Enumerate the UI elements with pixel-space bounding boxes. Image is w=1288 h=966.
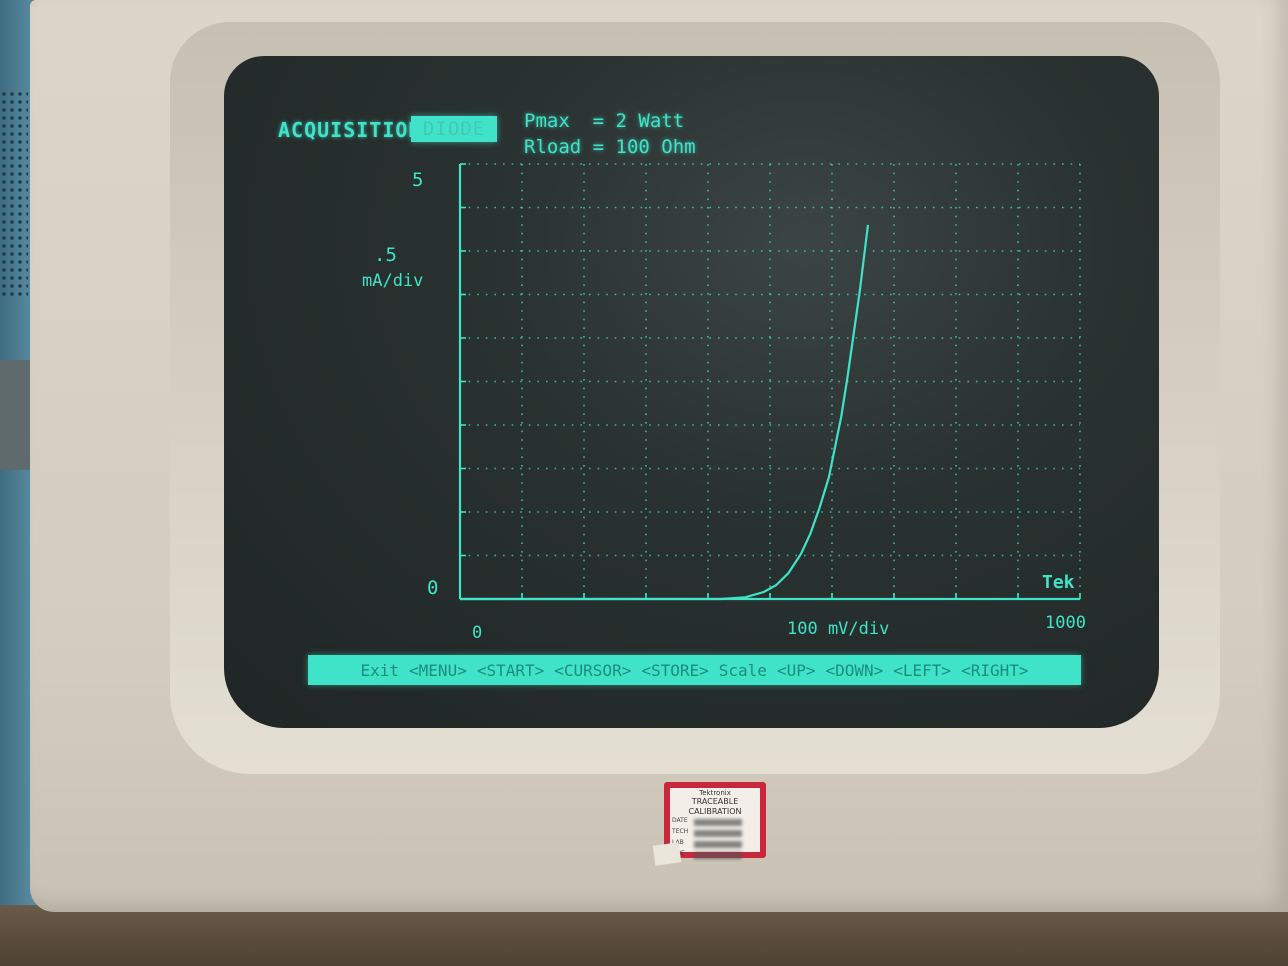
y-tick-top: 5 xyxy=(412,169,423,191)
menu-item-menu[interactable]: <MENU> xyxy=(409,660,467,680)
diode-iv-trace xyxy=(460,224,870,601)
menu-bar: Exit <MENU> <START> <CURSOR> <STORE> Scale <UP… xyxy=(308,655,1081,685)
iv-curve-plot: 5 .5 mA/div 0 0 100 mV/div 1000 Tek xyxy=(362,163,1086,643)
acquisition-title: ACQUISITION xyxy=(278,118,422,142)
menu-item-left[interactable]: <LEFT> xyxy=(893,660,952,680)
vent-grille xyxy=(0,90,28,300)
menu-item-exit[interactable]: Exit xyxy=(360,660,400,680)
menu-item-cursor[interactable]: <CURSOR> xyxy=(554,660,632,680)
y-scale-value: .5 xyxy=(374,244,397,266)
crt-screen: ACQUISITION DIODE Pmax = 2 Watt Rload = … xyxy=(224,56,1159,728)
sticker-row-tech: TECH xyxy=(672,828,760,839)
sticker-row-date: DATE xyxy=(672,817,760,828)
menu-item-up[interactable]: <UP> xyxy=(776,660,816,680)
menu-item-down[interactable]: <DOWN> xyxy=(825,660,884,680)
mode-tab-diode[interactable]: DIODE xyxy=(411,116,497,142)
x-tick-zero: 0 xyxy=(472,623,482,643)
param-rload: Rload = 100 Ohm xyxy=(524,136,696,158)
x-tick-end: 1000 xyxy=(1045,613,1086,633)
x-scale-label: 100 mV/div xyxy=(787,619,889,639)
sticker-tab xyxy=(652,842,682,866)
sticker-title: TRACEABLE CALIBRATION xyxy=(688,797,742,816)
plot-grid xyxy=(460,163,1081,599)
sticker-brand: Tektronix xyxy=(699,789,731,797)
menu-item-start[interactable]: <START> xyxy=(476,660,545,680)
sticker-row-due: DUE xyxy=(672,850,760,861)
sticker-row-lab: LAB xyxy=(672,839,760,850)
menu-item-store[interactable]: <STORE> xyxy=(641,660,709,680)
calibration-sticker: Tektronix TRACEABLE CALIBRATION DATE TEC… xyxy=(652,782,766,866)
menu-item-right[interactable]: <RIGHT> xyxy=(961,660,1029,680)
tek-brand: Tek xyxy=(1042,572,1075,593)
y-tick-zero: 0 xyxy=(427,577,438,599)
menu-item-scale[interactable]: Scale xyxy=(718,660,767,680)
y-unit: mA/div xyxy=(362,271,423,291)
table-surface xyxy=(0,905,1288,966)
param-pmax: Pmax = 2 Watt xyxy=(524,110,685,132)
